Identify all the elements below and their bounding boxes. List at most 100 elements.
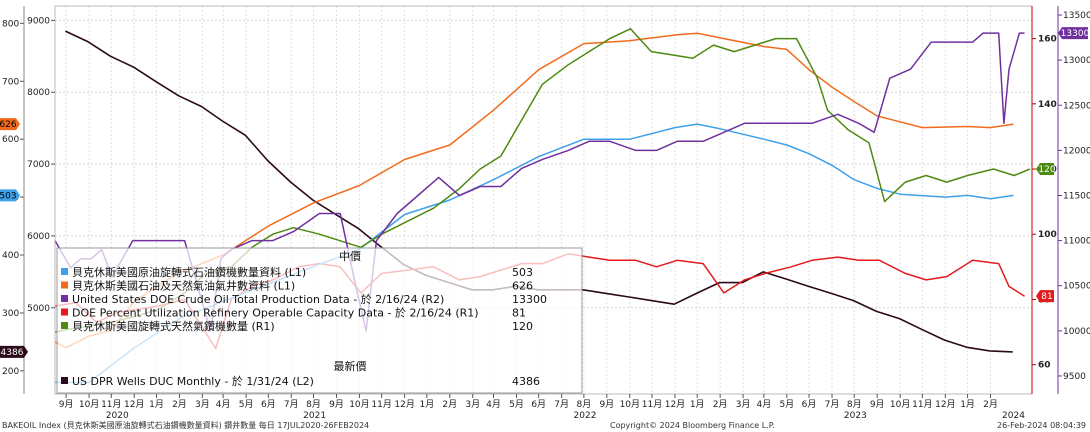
x-month-label: 11月 bbox=[642, 399, 662, 410]
last-value-tag-bg bbox=[1036, 290, 1054, 303]
legend-label: 貝克休斯美國旋轉式天然氣鑽機數量 (R1) bbox=[72, 319, 275, 333]
x-year-label: 2021 bbox=[303, 411, 326, 421]
x-month-label: 10月 bbox=[620, 399, 640, 410]
legend-swatch bbox=[61, 308, 68, 316]
r1-tick-label: 60 bbox=[1038, 361, 1051, 371]
l2-tick-label: 5000 bbox=[27, 304, 50, 314]
x-month-label: 1月 bbox=[960, 399, 975, 410]
x-month-label: 6月 bbox=[531, 399, 546, 410]
x-month-label: 2月 bbox=[983, 399, 998, 410]
x-month-label: 10月 bbox=[349, 399, 369, 410]
legend-header-last: 最新價 bbox=[334, 359, 367, 373]
legend-label: US DPR Wells DUC Monthly - 於 1/31/24 (L2… bbox=[72, 374, 314, 388]
x-month-label: 12月 bbox=[124, 399, 144, 410]
r1-tick-label: 100 bbox=[1038, 230, 1057, 240]
last-value-tag-bg bbox=[0, 345, 28, 358]
x-month-label: 5月 bbox=[509, 399, 524, 410]
x-month-label: 11月 bbox=[371, 399, 391, 410]
x-year-label: 2022 bbox=[574, 411, 597, 421]
l1-tick-label: 800 bbox=[2, 19, 19, 29]
x-month-label: 8月 bbox=[306, 399, 321, 410]
r2-tick-label: 11000 bbox=[1063, 237, 1090, 247]
r2-tick-label: 11500 bbox=[1063, 191, 1090, 201]
last-value-tag-text: 13300 bbox=[1061, 29, 1090, 39]
r2-tick-label: 10000 bbox=[1063, 327, 1090, 337]
x-month-label: 2月 bbox=[442, 399, 457, 410]
x-month-label: 7月 bbox=[554, 399, 569, 410]
last-value-tag-text: 503 bbox=[0, 191, 17, 201]
l2-tick-label: 8000 bbox=[27, 88, 50, 98]
footer-right: 26-Feb-2024 08:04:39 bbox=[997, 421, 1086, 430]
x-month-label: 9月 bbox=[59, 399, 74, 410]
x-month-label: 12月 bbox=[935, 399, 955, 410]
legend-swatch bbox=[61, 377, 68, 384]
last-value-tag-bg bbox=[0, 118, 20, 131]
legend-box bbox=[56, 247, 583, 394]
x-month-label: 2月 bbox=[172, 399, 187, 410]
x-month-label: 10月 bbox=[79, 399, 99, 410]
x-month-label: 3月 bbox=[736, 399, 751, 410]
last-value-tag-bg bbox=[1058, 27, 1088, 40]
x-year-label: 2023 bbox=[844, 411, 867, 421]
x-year-label: 2020 bbox=[106, 411, 129, 421]
legend-value: 503 bbox=[512, 266, 533, 279]
legend-header-current: 中價 bbox=[339, 249, 361, 263]
legend-swatch bbox=[61, 281, 68, 289]
r2-tick-label: 13000 bbox=[1063, 56, 1090, 66]
x-month-label: 9月 bbox=[870, 399, 885, 410]
l1-tick-label: 300 bbox=[2, 309, 19, 319]
r1-tick-label: 160 bbox=[1038, 35, 1057, 45]
legend-label: 貝克休斯美國原油旋轉式石油鑽機數量資料 (L1) bbox=[72, 265, 306, 279]
x-month-label: 11月 bbox=[101, 399, 121, 410]
x-month-label: 8月 bbox=[577, 399, 592, 410]
legend-swatch bbox=[61, 268, 68, 275]
series-line-crude-prod bbox=[54, 32, 1025, 332]
x-month-label: 4月 bbox=[486, 399, 501, 410]
legend-label: 貝克休斯美國石油及天然氣油氣井數資料 (L1) bbox=[72, 279, 295, 293]
legend-value: 626 bbox=[512, 280, 533, 293]
legend-value: 81 bbox=[512, 307, 526, 320]
legend-label: DOE Percent Utilization Refinery Operabl… bbox=[72, 306, 479, 320]
r2-tick-label: 10500 bbox=[1063, 282, 1090, 292]
x-month-label: 12月 bbox=[665, 399, 685, 410]
x-month-label: 3月 bbox=[465, 399, 480, 410]
l1-tick-label: 200 bbox=[2, 367, 19, 377]
legend-value: 13300 bbox=[512, 293, 547, 306]
footer-left: BAKEOIL Index (貝克休斯美國原油旋轉式石油鑽機數量資料) 鑽井數量… bbox=[2, 420, 369, 430]
x-month-label: 12月 bbox=[394, 399, 414, 410]
l2-tick-label: 6000 bbox=[27, 232, 50, 242]
x-month-label: 1月 bbox=[690, 399, 705, 410]
footer-center: Copyright© 2024 Bloomberg Finance L.P. bbox=[610, 421, 775, 430]
x-month-label: 6月 bbox=[261, 399, 276, 410]
x-month-label: 10月 bbox=[890, 399, 910, 410]
last-value-tag-text: 81 bbox=[1041, 292, 1052, 302]
x-month-label: 4月 bbox=[216, 399, 231, 410]
footer: BAKEOIL Index (貝克休斯美國原油旋轉式石油鑽機數量資料) 鑽井數量… bbox=[2, 420, 1086, 430]
r2-tick-label: 12000 bbox=[1063, 146, 1090, 156]
r1-tick-label: 140 bbox=[1038, 100, 1057, 110]
legend-value: 4386 bbox=[512, 375, 540, 388]
l1-tick-label: 700 bbox=[2, 77, 19, 87]
legend-label: United States DOE Crude Oil Total Produc… bbox=[72, 292, 444, 306]
last-value-tag-text: 120 bbox=[1038, 165, 1055, 175]
l1-tick-label: 400 bbox=[2, 251, 19, 261]
x-month-label: 7月 bbox=[284, 399, 299, 410]
x-month-label: 9月 bbox=[329, 399, 344, 410]
l2-tick-label: 9000 bbox=[27, 16, 50, 26]
legend-swatch bbox=[61, 295, 68, 302]
x-month-label: 9月 bbox=[599, 399, 614, 410]
x-month-label: 8月 bbox=[847, 399, 862, 410]
last-value-tag-text: 626 bbox=[0, 120, 17, 130]
x-month-label: 1月 bbox=[419, 399, 434, 410]
r2-tick-label: 9500 bbox=[1063, 372, 1086, 382]
x-month-label: 5月 bbox=[239, 399, 254, 410]
last-value-tag-text: 4386 bbox=[1, 348, 24, 358]
x-year-label: 2024 bbox=[1002, 411, 1025, 421]
r2-tick-label: 12500 bbox=[1063, 101, 1090, 111]
x-month-label: 7月 bbox=[825, 399, 840, 410]
x-month-label: 6月 bbox=[802, 399, 817, 410]
last-value-tag-bg bbox=[0, 189, 20, 202]
